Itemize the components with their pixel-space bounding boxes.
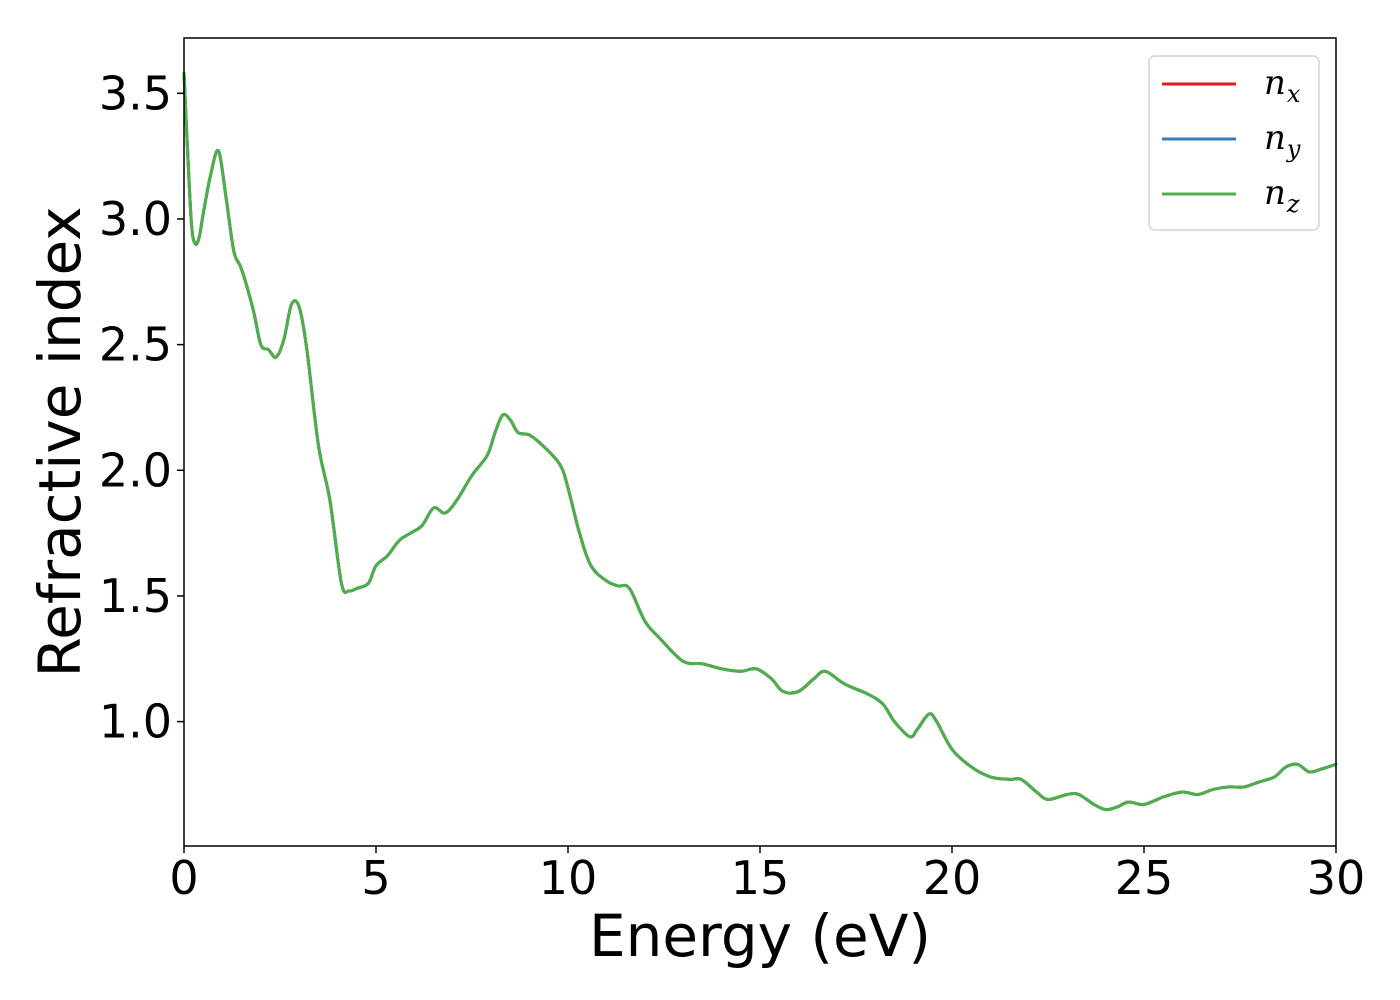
- x-tick-label: 30: [1307, 851, 1366, 905]
- y-tick-label: 2.5: [99, 318, 172, 372]
- legend-frame: [1148, 55, 1320, 231]
- legend-label-nx: nx: [1264, 63, 1301, 108]
- y-axis-label: Refractive index: [26, 206, 94, 677]
- series-line-nz: [182, 71, 1338, 812]
- legend-label-base: n: [1264, 118, 1286, 158]
- x-tick-label: 10: [539, 851, 598, 905]
- x-tick-label: 5: [361, 851, 390, 905]
- series-layer: [182, 71, 1338, 812]
- y-tick-label: 1.5: [99, 569, 172, 623]
- y-ticks-layer: 1.0 1.5 2.0 2.5 3.0 3.5: [99, 66, 184, 749]
- legend-label-subscript: x: [1287, 80, 1301, 108]
- x-tick-label: 0: [169, 851, 198, 905]
- legend-label-ny: ny: [1264, 118, 1301, 163]
- legend-label-base: n: [1264, 63, 1286, 103]
- x-axis-label: Energy (eV): [589, 902, 931, 970]
- y-tick-label: 3.5: [99, 66, 172, 120]
- legend-label-subscript: y: [1286, 135, 1301, 163]
- legend-label-subscript: z: [1286, 190, 1300, 218]
- y-tick-label: 3.0: [99, 192, 172, 246]
- x-ticks-layer: 0 5 10 15 20 25 30: [169, 846, 1365, 905]
- legend-label-base: n: [1264, 173, 1286, 213]
- x-tick-label: 20: [923, 851, 982, 905]
- plot-background: [184, 38, 1336, 846]
- y-tick-label: 2.0: [99, 443, 172, 497]
- plot-frame: [183, 37, 1337, 847]
- x-tick-label: 25: [1115, 851, 1174, 905]
- legend-label-nz: nz: [1264, 173, 1300, 218]
- y-tick-label: 1.0: [99, 695, 172, 749]
- x-tick-label: 15: [731, 851, 790, 905]
